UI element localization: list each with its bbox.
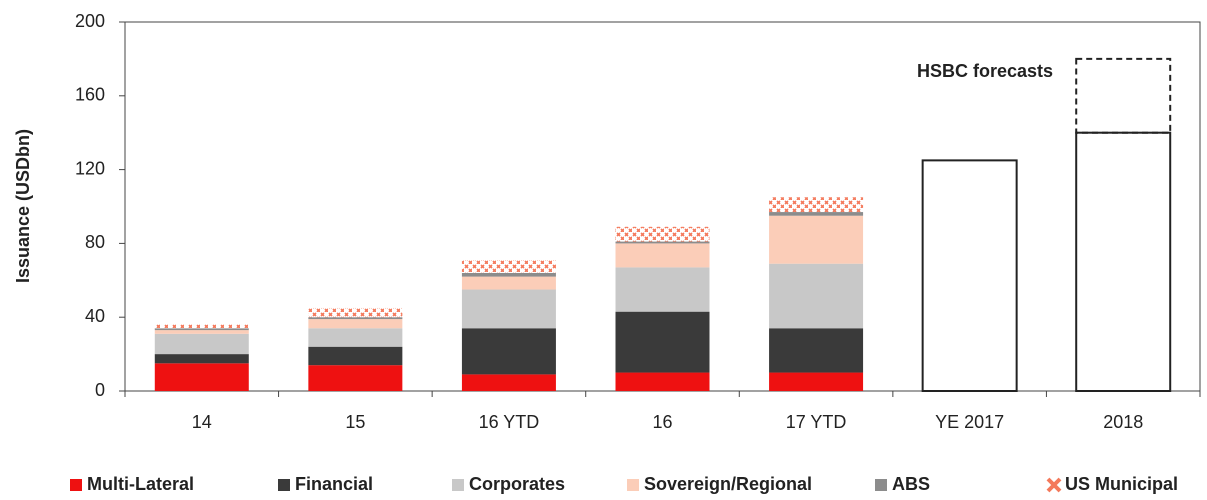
x-tick-label: 16 YTD — [479, 412, 540, 432]
bar-segment — [769, 215, 864, 264]
bar-segment — [308, 319, 403, 329]
bar-segment — [769, 197, 864, 213]
bar-segment — [308, 365, 403, 391]
bar-segment — [461, 260, 556, 273]
x-tick-label: 16 — [652, 412, 672, 432]
bar-segment — [615, 372, 710, 391]
bar-segment — [769, 263, 864, 329]
annotation: HSBC forecasts — [917, 61, 1053, 81]
bar-segment — [461, 289, 556, 329]
bar-segment — [154, 324, 249, 329]
x-tick-label: YE 2017 — [935, 412, 1004, 432]
legend-label: Multi-Lateral — [87, 474, 194, 494]
total-bar — [921, 159, 1018, 392]
x-tick-label: 2018 — [1103, 412, 1143, 432]
y-axis-label: Issuance (USDbn) — [13, 129, 33, 283]
total-bar — [1075, 131, 1172, 392]
bar-segment — [154, 354, 249, 364]
legend-marker — [627, 479, 639, 491]
y-tick-label: 40 — [85, 306, 105, 326]
bar-segment — [615, 267, 710, 312]
bar-segment — [769, 372, 864, 391]
legend-label: Financial — [295, 474, 373, 494]
bar-segment — [615, 311, 710, 373]
bar-segment — [769, 212, 864, 216]
legend-marker — [1046, 477, 1062, 493]
bar-segment — [615, 226, 710, 242]
y-tick-label: 120 — [75, 158, 105, 178]
x-tick-label: 17 YTD — [786, 412, 847, 432]
bar-segment — [308, 346, 403, 366]
y-tick-label: 80 — [85, 232, 105, 252]
legend-marker — [278, 479, 290, 491]
legend-label: US Municipal — [1065, 474, 1178, 494]
legend-marker — [70, 479, 82, 491]
bar-segment — [461, 328, 556, 375]
legend-label: Corporates — [469, 474, 565, 494]
bar-segment — [461, 374, 556, 391]
legend-marker — [875, 479, 887, 491]
bar-segment — [308, 317, 403, 320]
bar-segment — [769, 328, 864, 373]
y-tick-label: 200 — [75, 11, 105, 31]
legend-label: ABS — [892, 474, 930, 494]
bar-segment — [615, 241, 710, 244]
bar-segment — [154, 328, 249, 331]
bar-segment — [308, 307, 403, 318]
y-tick-label: 0 — [95, 380, 105, 400]
x-tick-label: 14 — [192, 412, 212, 432]
forecast-range — [1075, 57, 1172, 134]
x-tick-label: 15 — [345, 412, 365, 432]
y-tick-label: 160 — [75, 85, 105, 105]
bar-segment — [461, 276, 556, 290]
bar-segment — [154, 363, 249, 391]
bar-segment — [615, 243, 710, 268]
legend-marker — [452, 479, 464, 491]
legend-label: Sovereign/Regional — [644, 474, 812, 494]
bar-segment — [461, 272, 556, 277]
bar-segment — [154, 330, 249, 334]
bar-segment — [154, 333, 249, 355]
bar-segment — [308, 328, 403, 347]
